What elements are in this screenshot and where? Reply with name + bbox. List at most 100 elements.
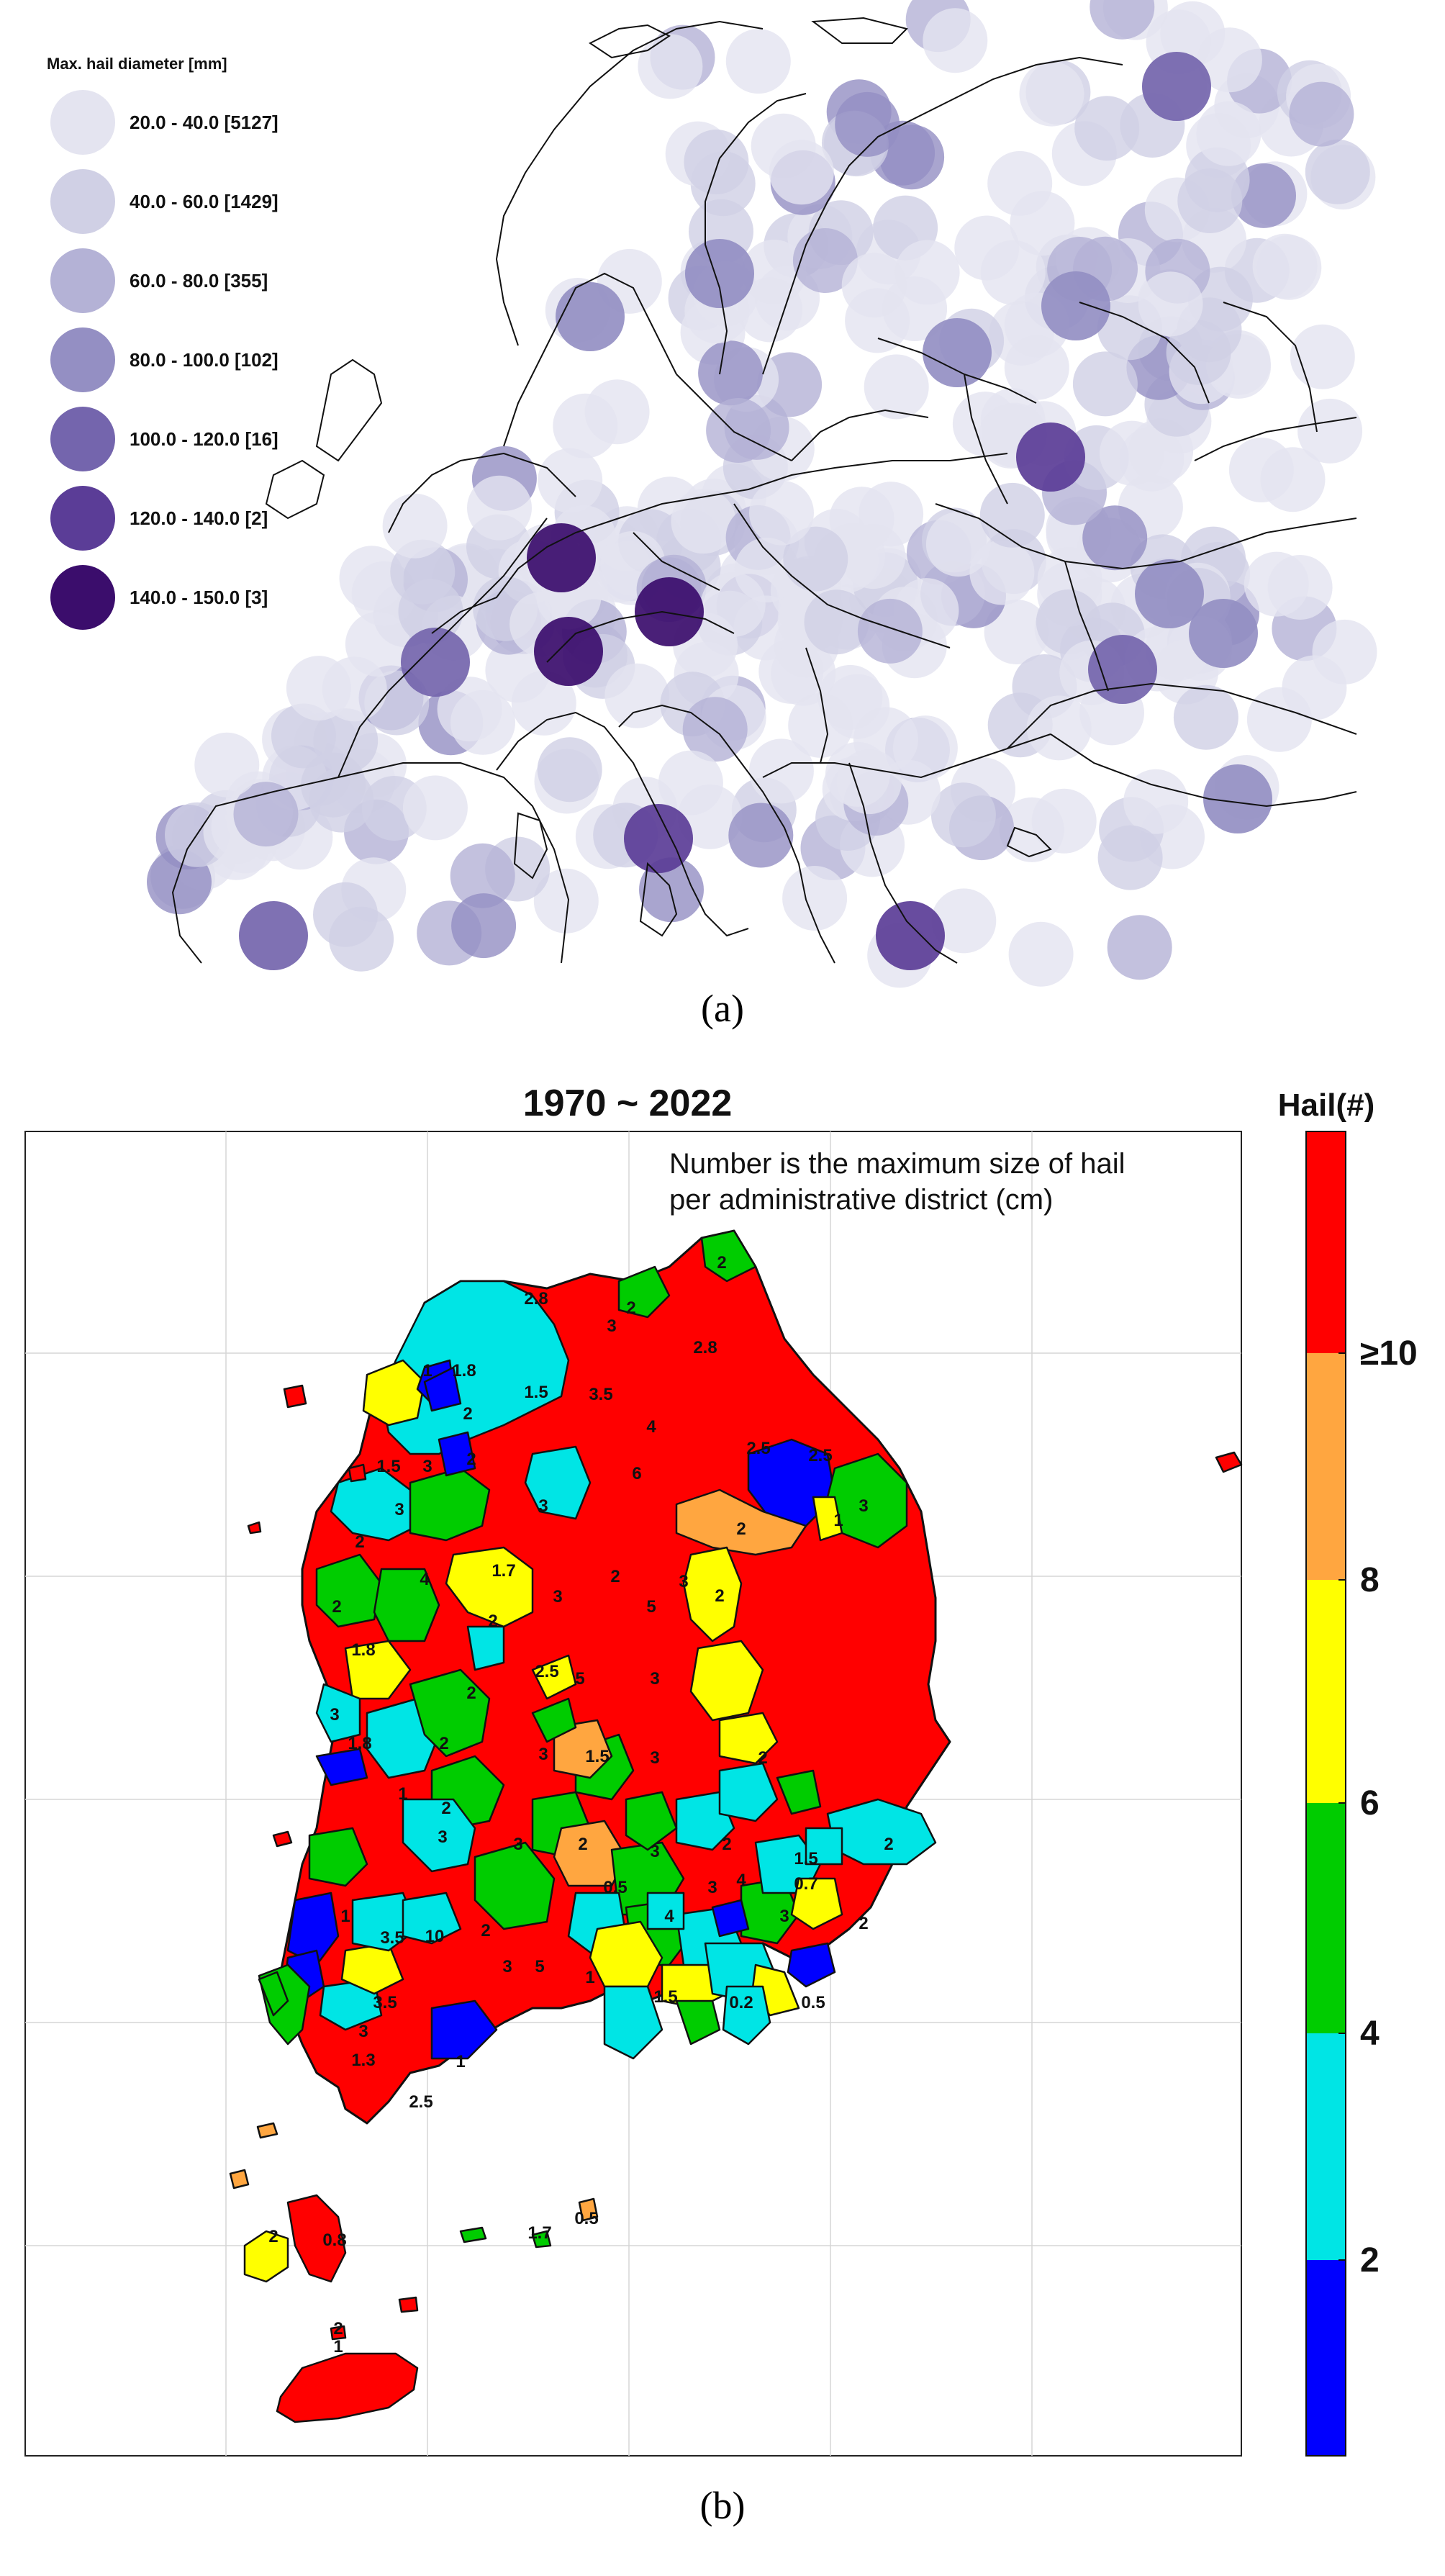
district-value-label: 2	[439, 1734, 448, 1753]
hail-report-circle	[437, 677, 502, 742]
district-value-label: 2	[332, 1597, 341, 1617]
hail-report-circle-large	[1203, 764, 1272, 833]
district-value-label: 3	[650, 1669, 659, 1689]
district-value-label: 5	[575, 1669, 584, 1689]
hail-report-circle-large	[239, 901, 308, 970]
hail-report-circle-large	[923, 318, 992, 387]
colorbar-tick-label: 8	[1360, 1561, 1380, 1599]
hail-report-circle	[467, 475, 532, 541]
hail-report-circle	[684, 130, 749, 194]
district-value-label: 2	[736, 1519, 746, 1539]
colorbar-outline	[1305, 1131, 1346, 2457]
hail-report-circle	[1246, 687, 1312, 752]
islands	[229, 1384, 1243, 2423]
hail-report-circle	[1008, 921, 1074, 987]
district-value-label: 2	[578, 1835, 587, 1854]
hail-report-circle	[538, 448, 603, 513]
district-value-label: 3	[679, 1572, 688, 1591]
district-value-label: 4	[420, 1570, 430, 1589]
district-value-label: 2	[859, 1914, 868, 1933]
hail-report-circle-large	[1135, 559, 1204, 628]
hail-report-circle	[1107, 915, 1172, 980]
colorbar-tick-label: 2	[1360, 2241, 1380, 2279]
colorbar-band	[1306, 2033, 1346, 2260]
district-value-label: 1.5	[524, 1383, 548, 1402]
district-value-label: 1.5	[794, 1849, 817, 1868]
district-value-label: 3	[707, 1878, 717, 1897]
district-value-label: 2	[715, 1586, 724, 1606]
district-value-label: 1	[340, 1907, 350, 1926]
legend-a-item: 40.0 - 60.0 [1429]	[50, 169, 278, 234]
hail-report-circle	[925, 512, 991, 577]
legend-a-label: 60.0 - 80.0 [355]	[130, 270, 268, 292]
hail-report-circle	[930, 782, 996, 848]
legend-a-swatch	[50, 90, 115, 155]
hail-report-circle	[894, 240, 960, 305]
district-value-label: 2	[466, 1684, 476, 1703]
map-note-line1: Number is the maximum size of hail	[669, 1148, 1125, 1180]
hail-report-circle	[1297, 398, 1363, 464]
hail-circles-layer	[147, 0, 1377, 988]
legend-a-item: 80.0 - 100.0 [102]	[50, 327, 278, 392]
district-value-label: 3	[358, 2022, 368, 2041]
hail-report-circle	[682, 697, 748, 762]
hail-report-circle	[1097, 825, 1163, 890]
district-value-label: 2	[441, 1799, 450, 1818]
hail-report-circle-large	[1189, 599, 1258, 668]
hail-report-circle-large	[401, 628, 470, 697]
district-value-label: 1	[422, 1361, 432, 1380]
district-value-label: 0.2	[729, 1993, 753, 2012]
district-value-label: 1.8	[348, 1734, 371, 1753]
hail-report-circle	[783, 526, 848, 592]
hail-report-circle	[322, 656, 387, 722]
district-value-label: 3	[513, 1835, 522, 1854]
hail-report-circle	[788, 692, 853, 758]
legend-a-label: 80.0 - 100.0 [102]	[130, 349, 278, 371]
hail-report-circle	[1026, 695, 1092, 761]
district-value-label: 2.8	[524, 1289, 548, 1309]
district-value-label: 2.5	[535, 1662, 558, 1681]
hail-report-circle-large	[876, 901, 945, 970]
hail-report-circle	[537, 737, 602, 803]
colorbar-band	[1306, 2260, 1346, 2456]
hail-report-circle	[382, 493, 448, 559]
district-value-label: 1.5	[653, 1987, 677, 2007]
district-value-label: 3	[438, 1827, 447, 1847]
district-value-label: 1	[585, 1968, 594, 1987]
colorbar-tick-label: ≥10	[1360, 1334, 1418, 1373]
district-patches	[283, 1229, 937, 2060]
district-value-label: 2	[758, 1748, 767, 1768]
hail-report-circle	[1177, 168, 1243, 233]
district-value-label: 2	[481, 1921, 490, 1940]
district-value-label: 0.8	[322, 2231, 346, 2250]
hail-report-circle	[931, 888, 997, 954]
hail-report-circle	[1090, 0, 1155, 40]
hail-report-circle	[1082, 505, 1148, 571]
district-value-label: 3.5	[380, 1928, 404, 1948]
legend-a-swatch	[50, 565, 115, 630]
district-value-label: 3	[779, 1907, 789, 1926]
hail-report-circle	[923, 8, 988, 73]
hail-report-circle	[194, 732, 260, 797]
colorbar-band	[1306, 1580, 1346, 1803]
district-value-label: 2.5	[746, 1439, 770, 1458]
hail-report-circle	[734, 538, 799, 602]
hail-report-circle	[638, 34, 703, 99]
legend-a-swatch	[50, 327, 115, 392]
hail-report-circle	[1036, 589, 1101, 654]
hail-report-circle	[841, 524, 906, 589]
legend-a-label: 100.0 - 120.0 [16]	[130, 428, 278, 450]
map-note-line2: per administrative district (cm)	[669, 1184, 1053, 1216]
legend-a-item: 120.0 - 140.0 [2]	[50, 486, 268, 551]
district-value-label: 2	[488, 1612, 497, 1631]
hail-report-circle	[639, 857, 704, 923]
legend-a-label: 40.0 - 60.0 [1429]	[130, 191, 278, 212]
district-value-label: 2.5	[808, 1446, 832, 1465]
hail-report-circle	[1072, 351, 1138, 417]
hail-report-circle	[1123, 769, 1189, 834]
hail-report-circle	[857, 598, 923, 664]
hail-report-circle	[671, 489, 736, 554]
hail-report-circle-large	[635, 577, 704, 646]
legend-a-swatch	[50, 169, 115, 234]
